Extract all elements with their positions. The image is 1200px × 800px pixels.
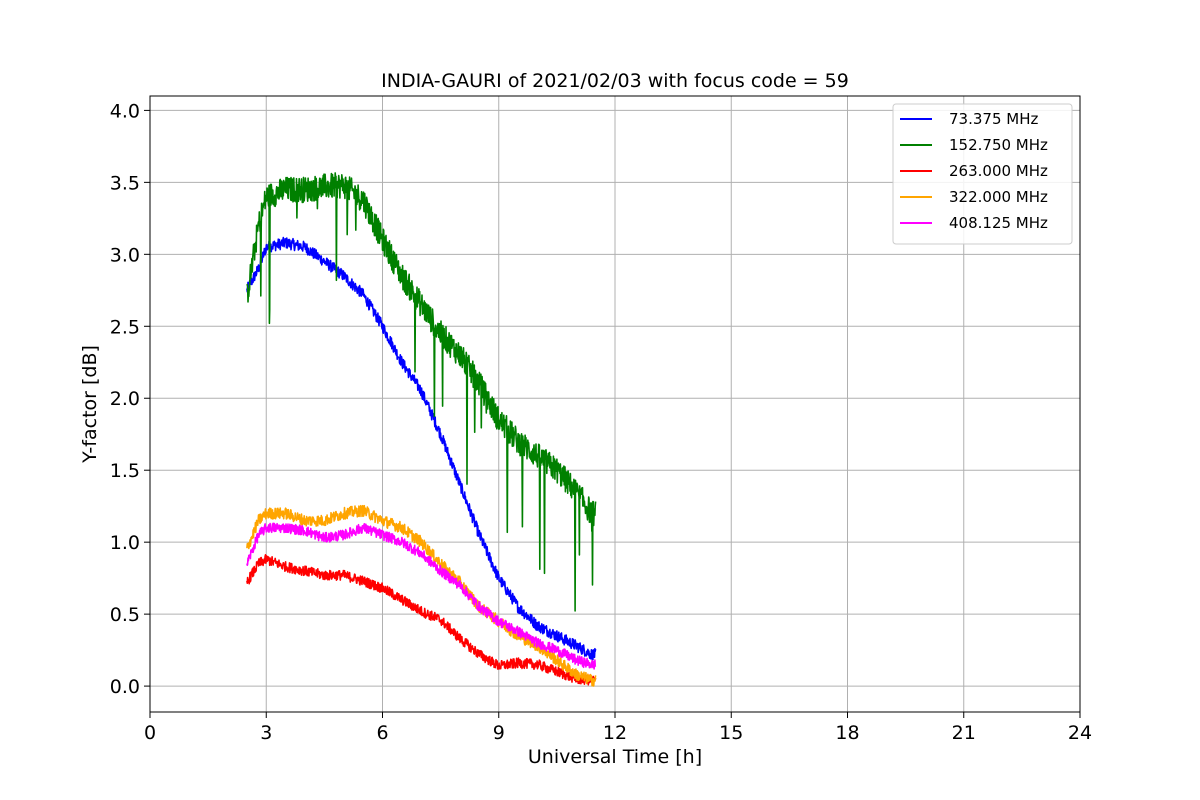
series-line-2 [246, 553, 597, 686]
x-tick-label: 15 [719, 722, 743, 744]
legend-entry-label: 263.000 MHz [949, 162, 1048, 180]
legend-entry-label: 408.125 MHz [949, 214, 1048, 232]
x-tick-label: 12 [603, 722, 627, 744]
x-tick-label: 3 [260, 722, 272, 744]
axis-ticks: 0 3 6 9 12 15 18 21 24 0.0 0.5 1.0 1.5 2.0 2.5 3.0 3.5 4.… [110, 100, 1092, 744]
x-tick-label: 6 [376, 722, 388, 744]
series-line-0 [246, 236, 597, 661]
y-tick-label: 4.0 [110, 100, 140, 122]
y-tick-label: 3.5 [110, 172, 140, 194]
grid [149, 96, 1081, 712]
legend: 73.375 MHz 152.750 MHz 263.000 MHz 322.000 … [892, 103, 1073, 245]
legend-entry-label: 152.750 MHz [949, 136, 1048, 154]
y-tick-label: 3.0 [110, 244, 140, 266]
y-tick-label: 2.5 [110, 316, 140, 338]
y-tick-label: 0.5 [110, 604, 140, 626]
series-line-1 [246, 172, 597, 612]
x-tick-label: 0 [144, 722, 156, 744]
y-tick-label: 1.5 [110, 460, 140, 482]
y-tick-label: 0.0 [110, 676, 140, 698]
legend-box [892, 103, 1073, 245]
x-axis-title: Universal Time [h] [528, 746, 702, 768]
series-line-4 [246, 522, 597, 670]
series-line-3 [246, 504, 597, 687]
legend-entry-label: 322.000 MHz [949, 188, 1048, 206]
x-tick-label: 21 [952, 722, 976, 744]
chart-title: INDIA-GAURI of 2021/02/03 with focus cod… [381, 70, 849, 92]
series-group [246, 172, 597, 687]
x-tick-label: 9 [493, 722, 505, 744]
x-tick-label: 24 [1068, 722, 1092, 744]
y-axis-title: Y-factor [dB] [79, 345, 101, 464]
y-tick-label: 2.0 [110, 388, 140, 410]
legend-entry-label: 73.375 MHz [949, 110, 1038, 128]
x-tick-label: 18 [835, 722, 859, 744]
y-tick-label: 1.0 [110, 532, 140, 554]
